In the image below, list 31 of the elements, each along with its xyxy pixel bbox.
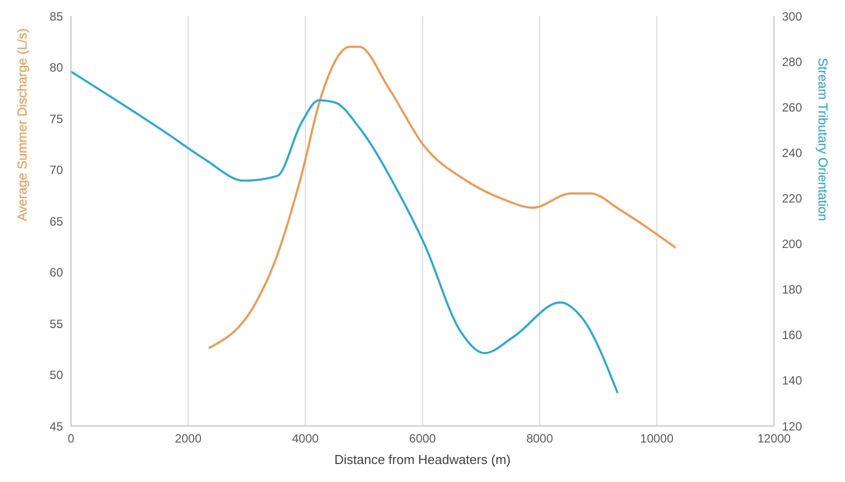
y2-tick-label: 220: [782, 191, 802, 206]
y-tick-label: 60: [50, 266, 64, 280]
y2-tick-label: 260: [782, 100, 802, 114]
x-tick-label: 2000: [174, 432, 202, 446]
x-tick-label: 12000: [757, 432, 792, 446]
y2-tick-label: 120: [782, 419, 802, 434]
y-tick-label: 85: [50, 9, 64, 24]
x-tick-label: 6000: [409, 432, 436, 446]
y2-tick-label: 280: [782, 54, 802, 69]
x-tick-label: 0: [68, 432, 75, 446]
y-tick-label: 75: [50, 112, 64, 126]
y2-tick-label: 140: [782, 374, 802, 388]
x-axis-title: Distance from Headwaters (m): [334, 452, 511, 467]
y2-tick-label: 160: [782, 328, 802, 342]
y2-tick-label: 180: [782, 282, 802, 297]
x-tick-label: 4000: [292, 432, 320, 446]
y2-tick-label: 300: [782, 9, 802, 24]
x-tick-label: 10000: [640, 432, 674, 446]
line-series: [71, 70, 619, 394]
y-tick-label: 80: [50, 60, 64, 75]
y-tick-label: 50: [50, 368, 64, 382]
y-tick-label: 45: [50, 419, 64, 434]
y-axis-title: Average Summer Discharge (L/s): [14, 28, 30, 221]
y2-tick-label: 200: [782, 237, 802, 252]
x-tick-label: 8000: [526, 432, 554, 446]
line-series: [208, 46, 677, 350]
y2-tick-label: 240: [782, 146, 802, 160]
y-tick-label: 65: [50, 214, 64, 228]
y-tick-label: 70: [50, 163, 64, 178]
y-tick-label: 55: [50, 316, 64, 331]
y2-axis-title: Stream Tributary Orientation: [815, 58, 830, 221]
